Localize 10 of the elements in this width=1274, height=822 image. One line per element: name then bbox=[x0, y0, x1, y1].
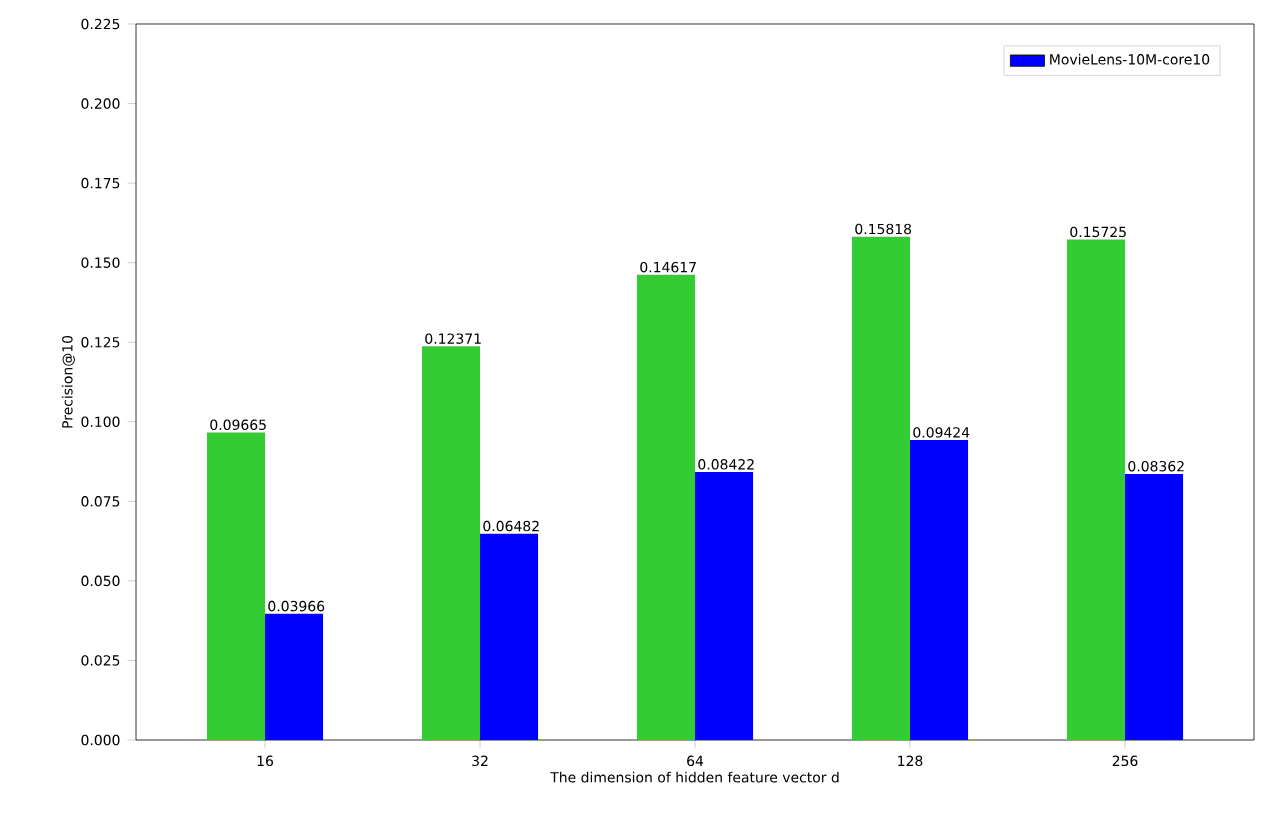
bar bbox=[206, 432, 266, 740]
bar bbox=[1066, 239, 1126, 740]
bar bbox=[1125, 473, 1184, 740]
bar bbox=[910, 440, 969, 740]
bar bbox=[480, 533, 539, 740]
bar bbox=[265, 613, 324, 740]
bar bbox=[636, 274, 696, 740]
bar bbox=[695, 471, 754, 740]
bar bbox=[851, 236, 911, 740]
bar bbox=[421, 346, 481, 740]
